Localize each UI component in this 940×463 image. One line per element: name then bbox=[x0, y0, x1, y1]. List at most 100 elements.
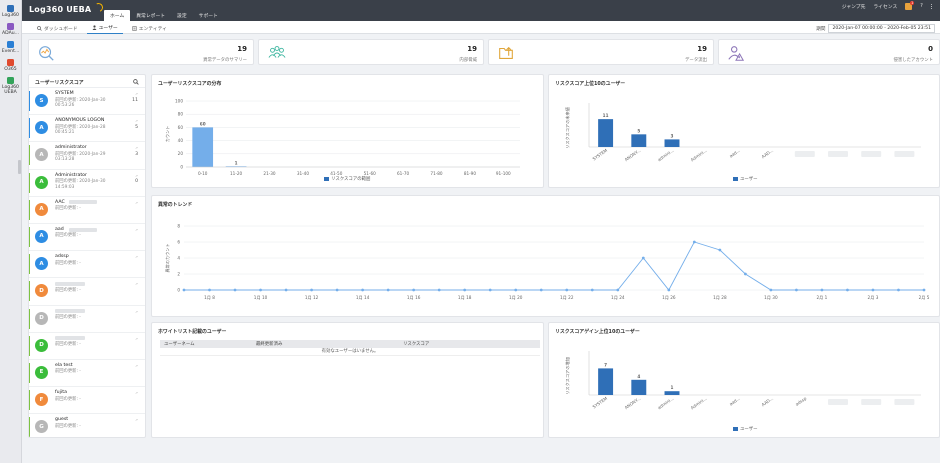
rail-item[interactable]: Log360 UEBA bbox=[0, 77, 21, 95]
bar[interactable] bbox=[192, 127, 214, 167]
user-name[interactable]: ela test bbox=[55, 362, 73, 368]
column-user-name[interactable]: ユーザーネーム bbox=[164, 342, 195, 347]
bar[interactable] bbox=[664, 391, 680, 395]
trend-point[interactable] bbox=[692, 240, 696, 244]
trend-line bbox=[184, 241, 924, 291]
stat-data-exfiltration[interactable]: 19 データ流出 bbox=[488, 39, 714, 65]
nav-support[interactable]: サポート bbox=[198, 14, 218, 19]
user-name[interactable]: guest bbox=[55, 417, 69, 423]
nav-anomaly-reports[interactable]: 異常レポート bbox=[136, 14, 166, 19]
top10-risk-users-legend[interactable]: ユーザー bbox=[733, 176, 757, 182]
jump-to-link[interactable]: ジャンプ先 bbox=[841, 5, 866, 10]
user-name[interactable]: fujita bbox=[55, 390, 67, 396]
trend-point[interactable] bbox=[590, 288, 594, 292]
nav-settings[interactable]: 設定 bbox=[177, 14, 187, 19]
trend-point[interactable] bbox=[922, 288, 926, 292]
user-name[interactable]: AAC bbox=[55, 199, 65, 205]
stat-compromised-account-value: 0 bbox=[928, 45, 933, 53]
trend-point[interactable] bbox=[463, 288, 467, 292]
trend-point[interactable] bbox=[437, 288, 441, 292]
trend-point[interactable] bbox=[488, 288, 492, 292]
user-name[interactable]: administrator bbox=[55, 145, 87, 151]
trend-point[interactable] bbox=[539, 288, 543, 292]
help-icon[interactable]: ? bbox=[920, 4, 923, 9]
tab-entities[interactable]: エンティティ bbox=[127, 24, 172, 34]
trend-point[interactable] bbox=[718, 248, 722, 252]
user-row[interactable]: D 前回の更新: - ↗ bbox=[29, 333, 145, 360]
column-last-updated[interactable]: 最終更新済み bbox=[256, 342, 283, 347]
view-tabs: ダッシュボード ユーザー エンティティ bbox=[32, 24, 172, 34]
trend-point[interactable] bbox=[259, 288, 262, 292]
tab-users[interactable]: ユーザー bbox=[86, 24, 123, 34]
trend-point[interactable] bbox=[284, 288, 288, 292]
trend-point[interactable] bbox=[565, 288, 569, 292]
trend-point[interactable] bbox=[386, 288, 390, 292]
rail-item[interactable]: ADAu... bbox=[0, 23, 21, 36]
trend-point[interactable] bbox=[897, 288, 900, 292]
stat-compromised-account[interactable]: 0 侵害したアカウント bbox=[718, 39, 940, 65]
x-tick-label: 1月 18 bbox=[458, 295, 472, 301]
trend-point[interactable] bbox=[616, 288, 620, 292]
bar[interactable] bbox=[598, 368, 614, 395]
trend-point[interactable] bbox=[795, 288, 798, 292]
user-row[interactable]: D 前回の更新: - ↗ bbox=[29, 306, 145, 333]
brand-logo[interactable]: Log360 UEBA bbox=[29, 5, 92, 14]
trend-point[interactable] bbox=[514, 288, 518, 292]
rail-item[interactable]: Event... bbox=[0, 41, 21, 54]
user-row[interactable]: A Administrator 前回の更新: 2020-Jan-30 14:59:03… bbox=[29, 170, 145, 197]
data-label: 3 bbox=[671, 133, 674, 138]
period-date-range[interactable]: 2020-Jan-07 00:00:00 - 2020-Feb-05 23:51 bbox=[828, 24, 935, 33]
trend-point[interactable] bbox=[769, 288, 773, 292]
rail-item[interactable]: Log360 bbox=[0, 5, 21, 18]
trend-point[interactable] bbox=[361, 288, 365, 292]
user-menu-icon[interactable] bbox=[930, 3, 932, 10]
trend-point[interactable] bbox=[412, 288, 416, 292]
column-risk-score[interactable]: リスクスコア bbox=[403, 342, 430, 347]
user-name[interactable]: Administrator bbox=[55, 172, 87, 178]
user-row[interactable]: A ANONYMOUS LOGON 前回の更新: 2020-Jan-28 00:45:… bbox=[29, 115, 145, 143]
trend-point[interactable] bbox=[667, 288, 671, 292]
trend-point[interactable] bbox=[208, 288, 211, 292]
user-row[interactable]: A AAC 前回の更新: - ↗ bbox=[29, 197, 145, 224]
user-row[interactable]: S SYSTEM 前回の更新: 2020-Jan-30 00:53:26 ↗ 11 bbox=[29, 88, 145, 116]
nav-home[interactable]: ホーム bbox=[104, 10, 131, 21]
stat-anomaly-summary[interactable]: 19 異常データのサマリー bbox=[28, 39, 254, 65]
trend-point[interactable] bbox=[310, 288, 313, 292]
trend-point[interactable] bbox=[335, 288, 339, 292]
rail-item-label: O365 bbox=[4, 67, 17, 72]
bar[interactable] bbox=[631, 134, 647, 147]
trend-point[interactable] bbox=[846, 288, 849, 292]
trend-point[interactable] bbox=[820, 288, 824, 292]
trend-point[interactable] bbox=[743, 272, 747, 276]
risk-distribution-legend[interactable]: リスクスコアの範囲 bbox=[324, 176, 370, 182]
license-link[interactable]: ライセンス bbox=[873, 5, 898, 10]
trend-point[interactable] bbox=[641, 256, 645, 260]
top10-risk-gain-legend[interactable]: ユーザー bbox=[733, 426, 757, 432]
bar[interactable] bbox=[664, 139, 680, 147]
bar[interactable] bbox=[598, 119, 614, 147]
trend-point[interactable] bbox=[871, 288, 875, 292]
rail-item[interactable]: O365 bbox=[0, 59, 21, 72]
list-search-icon[interactable] bbox=[133, 79, 139, 85]
trend-point[interactable] bbox=[182, 288, 186, 292]
x-tick-label: 81-90 bbox=[464, 171, 477, 176]
stat-insider-threat[interactable]: 19 内部脅威 bbox=[258, 39, 484, 65]
trend-point[interactable] bbox=[233, 288, 237, 292]
user-last-updated: 前回の更新: - bbox=[55, 315, 121, 321]
tab-dashboard[interactable]: ダッシュボード bbox=[32, 24, 83, 34]
user-row[interactable]: D 前回の更新: - ↗ bbox=[29, 278, 145, 306]
rail-resize-handle[interactable] bbox=[18, 160, 21, 174]
bar[interactable] bbox=[631, 379, 647, 395]
user-name[interactable]: aad bbox=[55, 226, 64, 232]
user-name[interactable]: SYSTEM bbox=[55, 91, 74, 96]
bar[interactable] bbox=[225, 166, 247, 167]
user-name[interactable]: ANONYMOUS LOGON bbox=[55, 118, 105, 124]
notification-bell-icon[interactable]: 1 bbox=[905, 1, 915, 10]
user-name[interactable]: adssp bbox=[55, 254, 69, 260]
